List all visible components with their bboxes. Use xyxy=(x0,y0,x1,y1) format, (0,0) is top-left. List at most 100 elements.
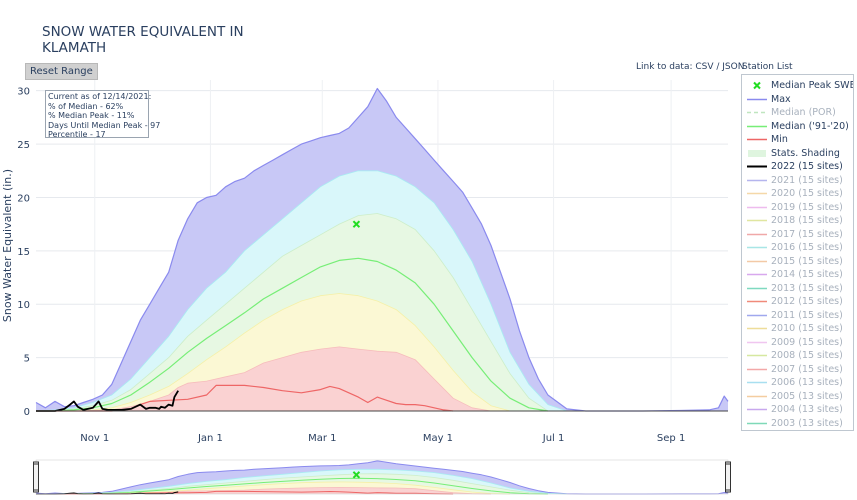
legend-item-max[interactable]: Max xyxy=(742,93,853,106)
legend-label: 2016 (15 sites) xyxy=(771,242,843,253)
legend-item-2018-15-sites[interactable]: 2018 (15 sites) xyxy=(742,214,853,227)
legend-item-2008-15-sites[interactable]: 2008 (15 sites) xyxy=(742,349,853,362)
legend-label: Max xyxy=(771,93,791,105)
legend-item-stats-shading[interactable]: Stats. Shading xyxy=(742,147,853,160)
legend-item-2014-15-sites[interactable]: 2014 (15 sites) xyxy=(742,268,853,281)
legend-label: 2003 (13 sites) xyxy=(771,417,843,429)
legend-label: 2005 (13 sites) xyxy=(771,390,843,402)
legend-label: 2015 (15 sites) xyxy=(771,255,843,267)
legend-label: Median Peak SWE xyxy=(771,80,854,91)
y-tick-label: 5 xyxy=(24,354,30,365)
legend-label: 2020 (15 sites) xyxy=(771,188,843,199)
x-tick-label: May 1 xyxy=(423,433,453,444)
csv-link[interactable]: CSV xyxy=(695,62,714,72)
median-peak-marker-stroke xyxy=(352,220,361,228)
legend-item-2017-15-sites[interactable]: 2017 (15 sites) xyxy=(742,228,853,241)
y-tick-label: 20 xyxy=(17,193,30,204)
legend-label: Stats. Shading xyxy=(771,147,840,159)
legend-item-2020-15-sites[interactable]: 2020 (15 sites) xyxy=(742,187,853,200)
legend-symbol xyxy=(747,300,767,303)
range-handle-left[interactable] xyxy=(33,461,39,493)
current-status-box: Current as of 12/14/2021: % of Median - … xyxy=(45,90,161,139)
legend-item-min[interactable]: Min xyxy=(742,133,853,146)
x-tick-label: Mar 1 xyxy=(308,433,336,444)
median-peak-marker xyxy=(352,220,361,228)
legend-item-2006-13-sites[interactable]: 2006 (13 sites) xyxy=(742,376,853,389)
legend-item-2015-15-sites[interactable]: 2015 (15 sites) xyxy=(742,255,853,268)
y-axis-title: Snow Water Equivalent (in.) xyxy=(1,169,14,322)
legend-item-2010-15-sites[interactable]: 2010 (15 sites) xyxy=(742,322,853,335)
legend-symbol xyxy=(747,138,767,141)
legend-symbol xyxy=(747,354,767,357)
legend-symbol xyxy=(747,327,767,330)
legend-item-2004-13-sites[interactable]: 2004 (13 sites) xyxy=(742,403,853,416)
legend-item-median-por[interactable]: Median (POR) xyxy=(742,106,853,119)
chart-legend: Median Peak SWE Max Median (POR) Median ('9… xyxy=(741,74,854,431)
legend-item-2013-15-sites[interactable]: 2013 (15 sites) xyxy=(742,282,853,295)
legend-label: 2017 (15 sites) xyxy=(771,228,843,240)
data-links: Link to data: CSV / JSON xyxy=(636,62,744,72)
x-tick-label: Jan 1 xyxy=(197,433,223,444)
legend-symbol xyxy=(747,395,767,397)
legend-label: 2007 (15 sites) xyxy=(771,363,843,375)
legend-symbol xyxy=(753,81,761,90)
range-line-min xyxy=(36,490,454,495)
station-list-link[interactable]: Station List xyxy=(742,62,793,72)
range-handle-grip xyxy=(33,461,39,493)
legend-label: 2018 (15 sites) xyxy=(771,215,843,226)
line-30th-percentile xyxy=(36,293,511,412)
legend-symbol xyxy=(748,149,766,157)
chart-title: SNOW WATER EQUIVALENT IN KLAMATH xyxy=(42,24,272,56)
legend-item-2007-15-sites[interactable]: 2007 (15 sites) xyxy=(742,363,853,376)
legend-symbol xyxy=(747,233,767,235)
x-tick-label: Jul 1 xyxy=(542,433,565,444)
legend-label: 2021 (15 sites) xyxy=(771,174,843,186)
legend-item-2003-13-sites[interactable]: 2003 (13 sites) xyxy=(742,417,853,430)
y-tick-label: 15 xyxy=(17,247,30,258)
info-date: Current as of 12/14/2021: xyxy=(48,92,152,101)
legend-symbol-mark xyxy=(753,81,761,90)
legend-item-2012-15-sites[interactable]: 2012 (15 sites) xyxy=(742,295,853,308)
y-tick-label: 25 xyxy=(17,140,30,151)
legend-label: 2010 (15 sites) xyxy=(771,323,843,334)
range-median-peak-marker-stroke xyxy=(352,471,361,479)
legend-label: 2006 (13 sites) xyxy=(771,377,843,388)
range-handle-right[interactable] xyxy=(725,461,731,493)
legend-label: 2022 (15 sites) xyxy=(771,161,843,172)
legend-item-2009-15-sites[interactable]: 2009 (15 sites) xyxy=(742,336,853,349)
legend-symbol xyxy=(747,179,767,181)
info-percent-median: % of Median - 62% xyxy=(48,101,124,111)
line-2022-15-sites xyxy=(36,390,179,412)
legend-item-2021-15-sites[interactable]: 2021 (15 sites) xyxy=(742,174,853,187)
reset-range-button[interactable]: Reset Range xyxy=(25,63,98,80)
legend-symbol xyxy=(747,246,767,249)
line-median-91-20 xyxy=(36,257,548,412)
legend-item-2022-15-sites[interactable]: 2022 (15 sites) xyxy=(742,160,853,173)
legend-label: 2004 (13 sites) xyxy=(771,404,843,415)
info-days-until-peak: Days Until Median Peak - 97 xyxy=(48,120,161,130)
x-tick-label: Nov 1 xyxy=(80,433,109,444)
legend-item-median-91-20[interactable]: Median ('91-'20) xyxy=(742,120,853,133)
legend-item-median-peak-swe[interactable]: Median Peak SWE xyxy=(742,79,853,92)
legend-item-2016-15-sites[interactable]: 2016 (15 sites) xyxy=(742,241,853,254)
legend-label: 2013 (15 sites) xyxy=(771,282,843,294)
line-min xyxy=(36,384,454,412)
y-tick-label: 10 xyxy=(17,300,30,311)
chart-title-line-1: SNOW WATER EQUIVALENT IN xyxy=(42,24,244,40)
legend-item-2011-15-sites[interactable]: 2011 (15 sites) xyxy=(742,309,853,322)
legend-item-2019-15-sites[interactable]: 2019 (15 sites) xyxy=(742,201,853,214)
legend-symbol xyxy=(747,314,767,316)
range-line-median-91-20 xyxy=(36,477,548,495)
legend-label: 2009 (15 sites) xyxy=(771,336,843,348)
legend-label: Median (POR) xyxy=(771,107,836,118)
legend-label: 2012 (15 sites) xyxy=(771,296,843,307)
legend-label: Min xyxy=(771,134,788,145)
range-line-max xyxy=(35,460,729,495)
info-percent-median-peak: % Median Peak - 11% xyxy=(48,111,135,121)
legend-item-2005-13-sites[interactable]: 2005 (13 sites) xyxy=(742,390,853,403)
json-link[interactable]: JSON xyxy=(722,62,745,72)
legend-symbol xyxy=(747,165,767,168)
legend-symbol xyxy=(747,206,767,208)
range-median-peak-marker xyxy=(352,471,361,479)
